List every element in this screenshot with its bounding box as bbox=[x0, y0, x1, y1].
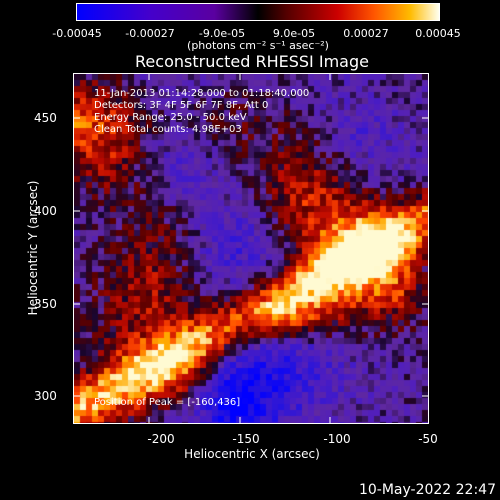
y-tick-label: 350 bbox=[34, 297, 57, 311]
y-tick-label: 300 bbox=[34, 389, 57, 403]
annotation-energy-range: Energy Range: 25.0 - 50.0 keV bbox=[94, 112, 247, 123]
colorbar-tick-label: -0.00027 bbox=[125, 27, 175, 40]
x-tick-label: -200 bbox=[147, 432, 175, 446]
colorbar-tick-label: 0.00027 bbox=[343, 27, 389, 40]
colorbar-tick-label: 9.0e-05 bbox=[272, 27, 316, 40]
x-axis-label: Heliocentric X (arcsec) bbox=[184, 447, 320, 461]
colorbar-tick-label: -9.0e-05 bbox=[198, 27, 246, 40]
image-title: Reconstructed RHESSI Image bbox=[135, 52, 369, 71]
colorbar-tick-label: 0.00045 bbox=[415, 27, 461, 40]
x-tick-label: -100 bbox=[323, 432, 351, 446]
plot-datestamp: 10-May-2022 22:47 bbox=[358, 482, 496, 498]
annotation-peak-position: Position of Peak = [-160,436] bbox=[94, 397, 241, 408]
annotation-detectors: Detectors: 3F 4F 5F 6F 7F 8F, Att 0 bbox=[94, 100, 269, 111]
annotation-algorithm-counts: Clean Total counts: 4.98E+03 bbox=[94, 124, 242, 135]
y-tick-label: 450 bbox=[34, 111, 57, 125]
colorbar-units: (photons cm⁻² s⁻¹ asec⁻²) bbox=[187, 39, 329, 52]
y-tick-label: 400 bbox=[34, 204, 57, 218]
y-axis-label: Heliocentric Y (arcsec) bbox=[26, 180, 40, 316]
image-plot bbox=[73, 73, 429, 424]
annotation-time-range: 11-Jan-2013 01:14:28.000 to 01:18:40.000 bbox=[94, 88, 310, 99]
x-tick-label: -50 bbox=[418, 432, 438, 446]
x-tick-label: -150 bbox=[232, 432, 260, 446]
solar-heatmap bbox=[74, 74, 428, 423]
colorbar bbox=[76, 3, 440, 21]
colorbar-tick-label: -0.00045 bbox=[52, 27, 102, 40]
